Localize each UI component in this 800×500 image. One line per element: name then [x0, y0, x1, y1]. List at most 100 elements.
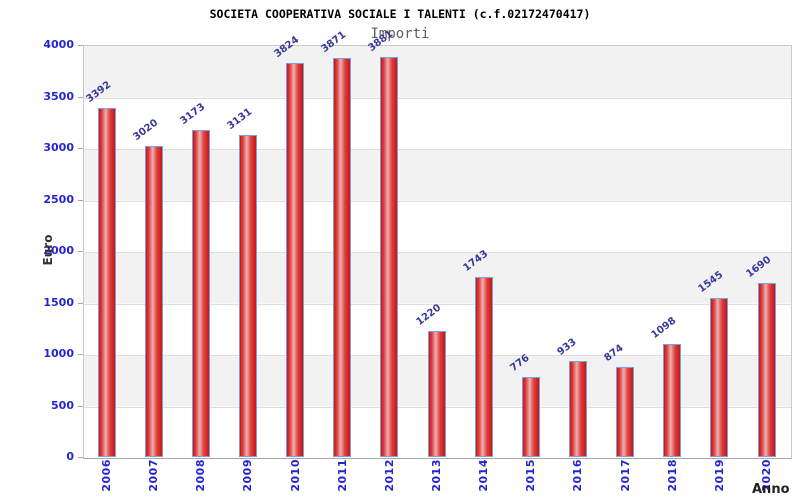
gridline-3500: [84, 97, 791, 99]
bar-2016: [568, 360, 587, 457]
y-tick-mark-1000: [78, 354, 83, 355]
y-tick-label-3500: 3500: [43, 89, 74, 103]
bar-value-2016: 933: [555, 336, 579, 358]
x-slot-2014: 2014: [460, 459, 507, 499]
bar-2018: [663, 343, 682, 457]
x-tick-label-2010: 2010: [288, 459, 302, 492]
bar-value-2007: 3020: [131, 117, 160, 143]
bar-2019: [710, 297, 729, 457]
bar-slot-2011: 3871: [319, 30, 366, 457]
bar-value-2008: 3173: [178, 101, 208, 128]
bar-2006: [97, 107, 116, 457]
y-axis: 0 500 1000 1500 2000 2500 3000 3500 4000: [0, 38, 83, 463]
bar-value-2017: 874: [602, 342, 626, 364]
x-slot-2015: 2015: [507, 459, 554, 499]
bar-2014: [474, 277, 493, 457]
y-tick-mark-0: [78, 457, 83, 458]
bar-slot-2019: 1545: [696, 45, 743, 457]
x-tick-label-2017: 2017: [618, 459, 632, 492]
y-tick-label-3000: 3000: [43, 141, 74, 154]
gridline-2000: [84, 252, 791, 253]
y-tick-label-1000: 1000: [43, 347, 74, 360]
bar-2017: [616, 366, 635, 457]
bar-slot-2014: 1743: [460, 45, 507, 457]
gridline-1500: [84, 303, 791, 305]
y-axis-title: Euro: [41, 234, 55, 266]
bar-2009: [238, 134, 257, 457]
bar-value-2014: 1743: [461, 248, 490, 275]
bar-slot-2007: 3020: [130, 45, 177, 457]
bar-slot-2020: 1690: [743, 45, 790, 457]
bar-value-2015: 776: [508, 352, 532, 375]
x-tick-label-2016: 2016: [571, 459, 585, 492]
bar-value-2013: 1220: [413, 302, 443, 329]
chart-legend-importi: Importi: [370, 26, 430, 42]
bar-value-2009: 3131: [225, 105, 255, 132]
bar-2012: [380, 57, 399, 457]
y-tick-mark-1500: [78, 302, 83, 304]
x-slot-2011: 2011: [319, 459, 366, 499]
bar-slot-2017: 874: [602, 45, 649, 457]
x-tick-label-2006: 2006: [100, 459, 114, 492]
y-tick-mark-2500: [78, 199, 83, 201]
x-slot-2018: 2018: [649, 459, 696, 499]
y-tick-mark-500: [78, 405, 83, 407]
x-tick-label-2014: 2014: [477, 459, 491, 492]
y-tick-mark-3000: [78, 148, 83, 149]
x-tick-label-2015: 2015: [524, 459, 538, 492]
x-tick-label-2019: 2019: [712, 459, 726, 492]
bar-2007: [144, 145, 163, 457]
x-tick-label-2011: 2011: [335, 459, 349, 492]
gridline-3000: [84, 149, 791, 150]
x-slot-2007: 2007: [130, 459, 177, 499]
x-axis-title: Anno: [752, 482, 790, 497]
bar-slot-2018: 1098: [649, 45, 696, 457]
x-tick-label-2018: 2018: [665, 459, 679, 492]
x-slot-2009: 2009: [224, 459, 271, 499]
x-axis: 2006 2007 2008 2009 2010 2011 2012 2013 2014 2015…: [83, 459, 790, 499]
x-tick-label-2009: 2009: [241, 459, 255, 492]
bar-2013: [427, 331, 446, 457]
bar-value-2018: 1098: [649, 315, 679, 341]
bar-slot-2012: 3881: [366, 29, 413, 457]
x-slot-2013: 2013: [413, 459, 460, 499]
y-tick-label-4000: 4000: [43, 38, 74, 51]
bar-2010: [286, 63, 305, 457]
bar-2008: [191, 130, 210, 457]
bar-slot-2016: 933: [554, 45, 601, 457]
bar-slot-2006: 3392: [83, 45, 130, 457]
x-slot-2006: 2006: [83, 459, 130, 499]
x-tick-label-2007: 2007: [147, 459, 161, 492]
x-slot-2016: 2016: [554, 459, 601, 499]
chart-title: SOCIETA COOPERATIVA SOCIALE I TALENTI (c…: [209, 7, 591, 21]
y-tick-mark-4000: [78, 45, 83, 46]
bar-2015: [521, 377, 540, 457]
gridline-2500: [84, 200, 791, 202]
y-tick-label-500: 500: [51, 398, 74, 412]
bar-slot-2009: 3131: [224, 45, 271, 457]
bar-value-2020: 1690: [743, 254, 773, 280]
x-tick-label-2012: 2012: [382, 459, 396, 492]
x-slot-2019: 2019: [696, 459, 743, 499]
y-tick-label-0: 0: [66, 450, 74, 463]
bar-slot-2015: 776: [507, 45, 554, 457]
bar-value-2006: 3392: [83, 79, 113, 105]
x-slot-2017: 2017: [602, 459, 649, 499]
y-tick-mark-2000: [78, 251, 83, 252]
y-tick-label-2000: 2000: [43, 244, 74, 257]
y-tick-mark-3500: [78, 96, 83, 98]
bar-2011: [333, 58, 352, 457]
bar-slot-2010: 3824: [272, 35, 319, 457]
x-slot-2008: 2008: [177, 459, 224, 499]
bar-2020: [757, 282, 776, 457]
bar-slot-2008: 3173: [177, 45, 224, 457]
y-tick-label-1500: 1500: [43, 295, 74, 309]
y-tick-label-2500: 2500: [43, 192, 74, 206]
x-tick-label-2013: 2013: [430, 459, 444, 492]
bar-series: 3392 3020 3173 3131 3824 3871 3881 1220 1743 776 9…: [83, 29, 790, 457]
x-slot-2010: 2010: [272, 459, 319, 499]
x-tick-label-2008: 2008: [194, 459, 208, 492]
x-slot-2012: 2012: [366, 459, 413, 499]
bar-slot-2013: 1220: [413, 45, 460, 457]
